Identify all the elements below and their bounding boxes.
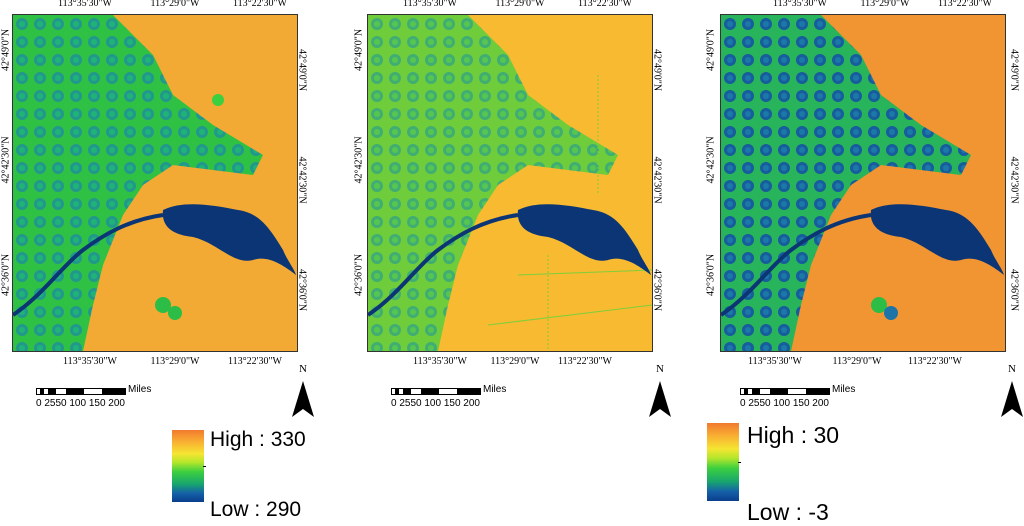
coord-top-2: 113°29'0"W <box>150 0 200 9</box>
north-arrow: N <box>645 363 675 423</box>
scale-labels: 0 2550 100 150 200 <box>740 398 829 409</box>
scale-bar: Miles 0 2550 100 150 200 <box>740 384 870 415</box>
coord-top-2: 113°29'0"W <box>495 0 545 9</box>
scale-labels: 0 2550 100 150 200 <box>391 398 480 409</box>
coord-left-1: 42°49'0"N <box>353 28 365 72</box>
legend-high-label: High : 330 <box>210 428 306 451</box>
coord-left-2: 42°42'30"N <box>353 136 365 184</box>
coord-bottom-2: 113°29'0"W <box>832 356 882 367</box>
scale-labels: 0 2550 100 150 200 <box>36 398 125 409</box>
coord-bottom-3: 113°22'30"W <box>558 356 612 367</box>
coord-bottom-2: 113°29'0"W <box>150 356 200 367</box>
coord-right-2: 42°42'30"N <box>296 156 308 204</box>
map-image <box>368 15 652 351</box>
legend-low-label: Low : 290 <box>210 498 302 521</box>
legend-high-label: High : 30 <box>747 422 840 448</box>
legend: High : 330 Low : 290 <box>172 428 340 524</box>
scale-unit: Miles <box>832 384 856 395</box>
scale-unit: Miles <box>483 384 507 395</box>
north-label: N <box>1008 363 1016 375</box>
coord-right-2: 42°42'30"N <box>651 156 663 204</box>
scale-bar-graphic <box>740 388 830 395</box>
map-panel-2: 113°35'30"W 113°29'0"W 113°22'30"W 42°49… <box>345 0 685 524</box>
coord-bottom-1: 113°35'30"W <box>413 356 467 367</box>
legend-tick <box>738 462 741 463</box>
coord-right-3: 42°36'0"N <box>296 268 308 312</box>
coord-bottom-2: 113°29'0"W <box>490 356 540 367</box>
coord-top-3: 113°22'30"W <box>233 0 287 9</box>
map-image <box>13 15 297 351</box>
north-label: N <box>299 363 307 375</box>
coord-top-1: 113°35'30"W <box>58 0 112 9</box>
coord-top-3: 113°22'30"W <box>938 0 992 9</box>
north-arrow-icon <box>292 381 314 417</box>
north-arrow-icon <box>649 381 671 417</box>
coord-top-3: 113°22'30"W <box>578 0 632 9</box>
legend: High : 30 Low : -3 <box>707 422 867 525</box>
legend-low-label: Low : -3 <box>747 499 829 525</box>
map-panel-3: 113°35'30"W 113°29'0"W 113°22'30"W 42°49… <box>690 0 1024 525</box>
north-arrow-icon <box>1001 381 1023 417</box>
coord-top-1: 113°35'30"W <box>773 0 827 9</box>
coord-left-2: 42°42'30"N <box>705 136 717 184</box>
legend-color-ramp <box>707 423 739 501</box>
scale-bar-graphic <box>36 388 126 395</box>
north-arrow: N <box>997 363 1024 423</box>
coord-right-1: 42°49'0"N <box>1008 48 1020 92</box>
scale-unit: Miles <box>128 384 152 395</box>
north-label: N <box>656 363 664 375</box>
legend-color-ramp <box>172 430 204 502</box>
coord-right-3: 42°36'0"N <box>651 268 663 312</box>
coord-right-1: 42°49'0"N <box>296 48 308 92</box>
coord-right-1: 42°49'0"N <box>651 48 663 92</box>
coord-left-1: 42°49'0"N <box>705 28 717 72</box>
coord-bottom-1: 113°35'30"W <box>63 356 117 367</box>
coord-right-2: 42°42'30"N <box>1008 156 1020 204</box>
legend-tick <box>203 466 206 467</box>
coord-bottom-1: 113°35'30"W <box>748 356 802 367</box>
coord-left-3: 42°36'0"N <box>0 253 12 297</box>
scale-bar: Miles 0 2550 100 150 200 <box>391 384 521 415</box>
coord-left-3: 42°36'0"N <box>705 253 717 297</box>
coord-top-2: 113°29'0"W <box>860 0 910 9</box>
coord-left-2: 42°42'30"N <box>0 136 12 184</box>
coord-bottom-3: 113°22'30"W <box>228 356 282 367</box>
raster-map <box>12 14 298 352</box>
coord-left-3: 42°36'0"N <box>353 253 365 297</box>
scale-bar: Miles 0 2550 100 150 200 <box>36 384 166 415</box>
coord-top-1: 113°35'30"W <box>403 0 457 9</box>
north-arrow: N <box>288 363 318 423</box>
map-image <box>721 15 1005 351</box>
raster-map <box>367 14 653 352</box>
map-panel-1: 113°35'30"W 113°29'0"W 113°22'30"W 42°49… <box>0 0 340 524</box>
coord-left-1: 42°49'0"N <box>0 28 12 72</box>
coord-bottom-3: 113°22'30"W <box>908 356 962 367</box>
coord-right-3: 42°36'0"N <box>1008 268 1020 312</box>
raster-map <box>720 14 1006 352</box>
scale-bar-graphic <box>391 388 481 395</box>
